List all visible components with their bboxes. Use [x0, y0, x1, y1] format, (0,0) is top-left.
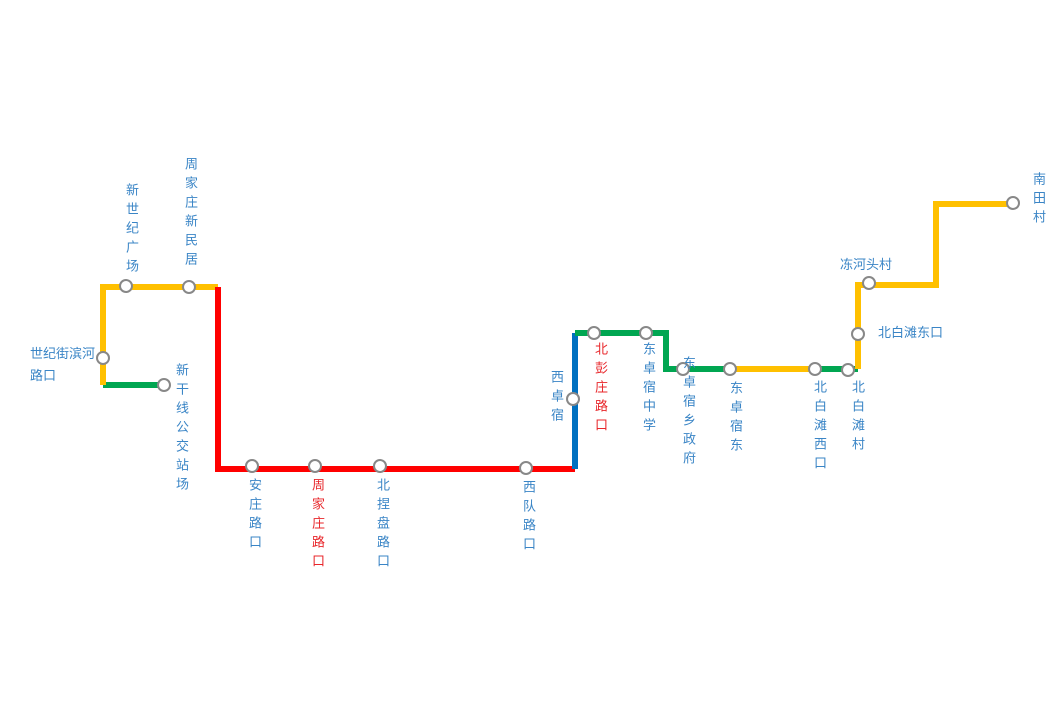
station-dot [808, 362, 822, 376]
station-label: 北白滩东口 [878, 326, 944, 341]
station-dot [1006, 196, 1020, 210]
station-dot [639, 326, 653, 340]
route-segment [100, 284, 218, 385]
station-label: 西队路口 [520, 480, 535, 556]
station-label: 新世纪广场 [123, 183, 138, 278]
station-label: 东卓宿乡政府 [680, 356, 695, 470]
route-segment [855, 201, 1013, 369]
station-label: 南田村 [1030, 172, 1045, 229]
station-dot [587, 326, 601, 340]
station-dot [308, 459, 322, 473]
station-label: 北白滩西口 [811, 380, 826, 475]
station-dot [157, 378, 171, 392]
station-dot [182, 280, 196, 294]
station-label: 新干线公交站场 [173, 363, 188, 496]
station-dot [245, 459, 259, 473]
station-label: 西卓宿 [548, 370, 563, 427]
station-dot [862, 276, 876, 290]
station-dot [723, 362, 737, 376]
station-label: 北捏盘路口 [374, 478, 389, 573]
station-dot [841, 363, 855, 377]
station-label: 东卓宿东 [727, 381, 742, 457]
station-dot [566, 392, 580, 406]
station-label: 北彭庄路口 [592, 342, 607, 437]
station-label: 冻河头村 [840, 258, 893, 273]
station-label: 东卓宿中学 [640, 342, 655, 437]
route-segment [575, 330, 735, 372]
station-dot [519, 461, 533, 475]
station-label: 安庄路口 [246, 478, 261, 554]
station-label: 周家庄新民居 [182, 157, 197, 271]
station-label: 世纪街滨河路口 [30, 347, 96, 384]
station-label: 周家庄路口 [309, 478, 324, 573]
station-dot [119, 279, 133, 293]
station-label: 北白滩村 [849, 380, 864, 456]
station-dot [676, 362, 690, 376]
route-segment [215, 287, 575, 472]
station-dot [851, 327, 865, 341]
station-dot [373, 459, 387, 473]
station-dot [96, 351, 110, 365]
